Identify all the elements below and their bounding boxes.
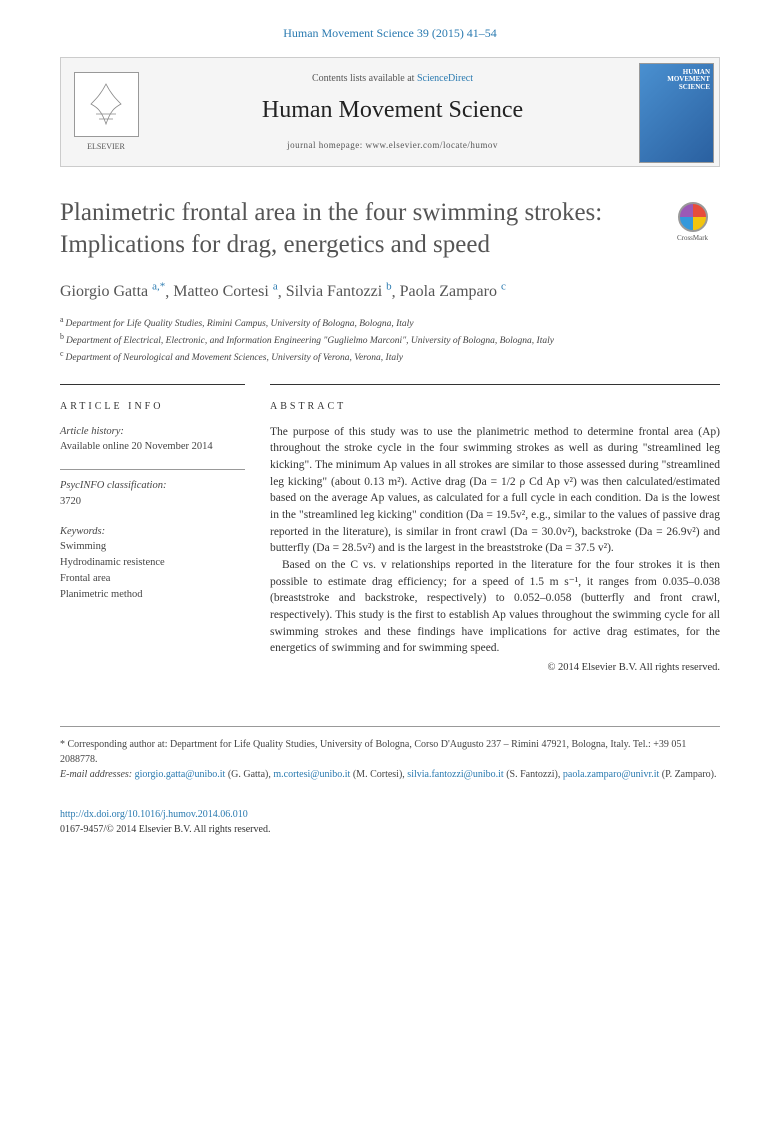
abstract-p2: Based on the C vs. v relationships repor… [270,557,720,657]
journal-homepage[interactable]: journal homepage: www.elsevier.com/locat… [161,139,624,152]
cover-thumbnail [634,58,719,166]
crossmark-badge[interactable]: CrossMark [665,202,720,244]
author-affil-sup[interactable]: a,* [152,281,165,293]
keyword: Hydrodinamic resistence [60,557,165,568]
author: Giorgio Gatta a,* [60,283,165,300]
sciencedirect-link[interactable]: ScienceDirect [417,73,473,84]
contents-prefix: Contents lists available at [312,73,417,84]
email-link[interactable]: silvia.fantozzi@unibo.it [407,769,503,780]
crossmark-label: CrossMark [665,234,720,244]
contents-line: Contents lists available at ScienceDirec… [161,72,624,86]
history-label: Article history: [60,426,124,437]
article-main: Planimetric frontal area in the four swi… [0,167,780,696]
info-abstract-row: ARTICLE INFO Article history: Available … [60,366,720,676]
elsevier-tree-icon [74,72,139,137]
title-row: Planimetric frontal area in the four swi… [60,197,720,262]
doi-block: http://dx.doi.org/10.1016/j.humov.2014.0… [60,807,720,837]
abstract-copyright: © 2014 Elsevier B.V. All rights reserved… [270,661,720,676]
abstract-col: ABSTRACT The purpose of this study was t… [270,384,720,676]
history-value: Available online 20 November 2014 [60,441,213,452]
abstract-heading: ABSTRACT [270,400,720,414]
keywords-list: Swimming Hydrodinamic resistence Frontal a… [60,541,165,599]
keyword: Frontal area [60,573,110,584]
email-link[interactable]: m.cortesi@unibo.it [273,769,350,780]
journal-banner: ELSEVIER Contents lists available at Sci… [60,57,720,167]
author-affil-sup[interactable]: b [386,281,392,293]
affiliation: c Department of Neurological and Movemen… [60,348,720,365]
journal-name: Human Movement Science [161,94,624,128]
doi-link[interactable]: http://dx.doi.org/10.1016/j.humov.2014.0… [60,809,248,820]
journal-cover-icon [639,63,714,163]
article-history: Article history: Available online 20 Nov… [60,424,245,456]
affiliation: a Department for Life Quality Studies, R… [60,314,720,331]
article-title: Planimetric frontal area in the four swi… [60,197,650,262]
affiliations: a Department for Life Quality Studies, R… [60,314,720,366]
article-info-heading: ARTICLE INFO [60,400,245,414]
email-label: E-mail addresses: [60,769,135,780]
email-link[interactable]: paola.zamparo@univr.it [563,769,659,780]
publisher-name: ELSEVIER [87,141,125,152]
affiliation: b Department of Electrical, Electronic, … [60,331,720,348]
corresponding-author: * Corresponding author at: Department fo… [60,737,720,767]
email-line: E-mail addresses: giorgio.gatta@unibo.it… [60,767,720,782]
keywords-block: Keywords: Swimming Hydrodinamic resistenc… [60,524,245,603]
email-link[interactable]: giorgio.gatta@unibo.it [135,769,226,780]
publisher-logo-block: ELSEVIER [61,58,151,166]
psycinfo-label: PsycINFO classification: [60,480,166,491]
keyword: Swimming [60,541,106,552]
author: Paola Zamparo c [400,283,506,300]
header-citation[interactable]: Human Movement Science 39 (2015) 41–54 [0,0,780,57]
abstract-text: The purpose of this study was to use the… [270,424,720,657]
author: Matteo Cortesi a [173,283,277,300]
abstract-p1: The purpose of this study was to use the… [270,424,720,557]
keywords-label: Keywords: [60,526,105,537]
issn-copyright: 0167-9457/© 2014 Elsevier B.V. All right… [60,824,270,835]
author-affil-sup[interactable]: a [273,281,278,293]
psycinfo-block: PsycINFO classification: 3720 [60,478,245,510]
author: Silvia Fantozzi b [286,283,392,300]
keyword: Planimetric method [60,589,143,600]
authors-line: Giorgio Gatta a,*, Matteo Cortesi a, Sil… [60,280,720,304]
crossmark-icon [678,202,708,232]
psycinfo-value: 3720 [60,496,81,507]
footer: * Corresponding author at: Department fo… [60,726,720,782]
author-affil-sup[interactable]: c [501,281,506,293]
info-divider [60,469,245,470]
banner-center: Contents lists available at ScienceDirec… [151,67,634,157]
article-info-col: ARTICLE INFO Article history: Available … [60,384,245,676]
